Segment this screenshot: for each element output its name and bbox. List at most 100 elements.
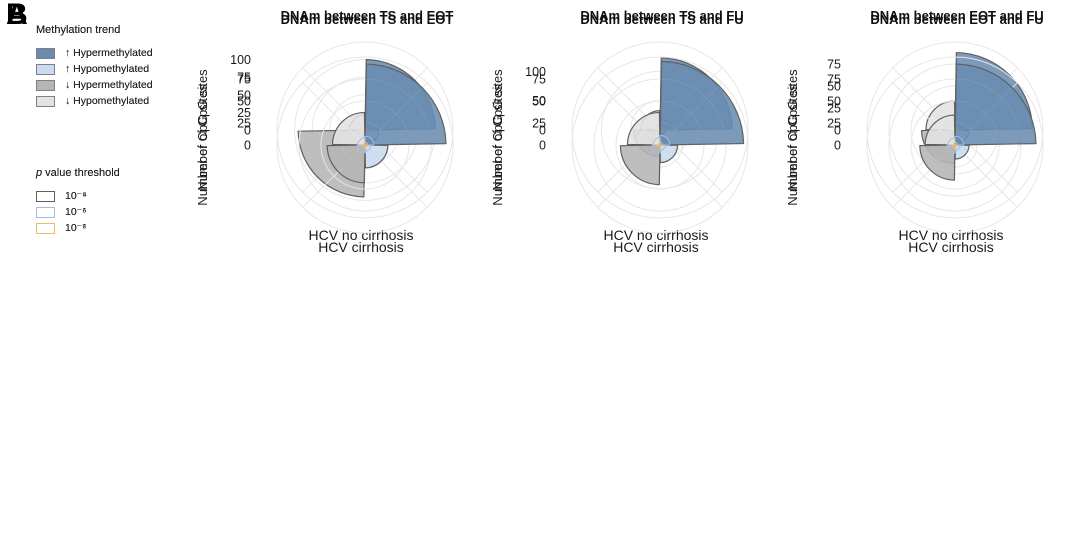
legend-item-label: 10⁻⁷: [65, 222, 87, 234]
radial-tick-label: 0: [539, 139, 546, 153]
panel-b-label: B: [6, 0, 28, 31]
chart-caption: HCV no cirrhosis: [308, 227, 413, 243]
chart-title: DNAm between EOT and FU: [870, 8, 1043, 23]
methylation-trend-header: Methylation trend: [36, 24, 121, 36]
radial-axis-label: Number of CpG sites: [785, 84, 800, 206]
hypomethylated-down-swatch: [36, 95, 55, 107]
chart-title: DNAm between TS and FU: [580, 8, 743, 23]
wedge-hypo_up-p1: [364, 144, 389, 169]
grid-ring: [276, 56, 454, 234]
grid-ring: [298, 78, 432, 212]
wedge-hypo_down-p1: [924, 114, 956, 146]
legend-item-label: ↓ Hypermethylated: [65, 79, 153, 91]
chart-title: DNAm between EOT and FU: [870, 12, 1043, 27]
legend-item-label: ↓ Hypomethylated: [65, 95, 150, 107]
methylation-trend-header: Methylation trend: [36, 24, 121, 36]
pvalue-rest: value threshold: [42, 167, 120, 179]
radial-tick-label: 25: [237, 106, 251, 120]
wedge-hyper_up-p3: [659, 141, 664, 146]
radial-tick-label: 25: [532, 117, 546, 131]
wedge-hyper_down-p3: [951, 144, 956, 149]
polar-chart-eot-fu-cirrhosis: DNAm between EOT and FU Number of CpG si…: [785, 12, 1044, 255]
radial-tick-label: 75: [827, 58, 841, 72]
polar-chart-ts-eot-cirrhosis: DNAm between TS and EOT Number of CpG si…: [195, 12, 454, 255]
wedge-hyper_down-p1: [326, 144, 366, 184]
pvalue-2-swatch: [36, 206, 55, 218]
legend-item-label: ↑ Hypomethylated: [65, 63, 150, 75]
panel-b-legend-column: B Methylation trend ↑ Hypermethylated ↑ …: [0, 0, 195, 272]
legend-item-pvalue-2: 10⁻⁶: [36, 204, 194, 220]
radial-tick-label: 50: [827, 95, 841, 109]
radial-tick-label: 100: [230, 53, 251, 67]
panel-b-legend: Methylation trend ↑ Hypermethylated ↑ Hy…: [36, 24, 194, 236]
radial-tick-label: 0: [834, 124, 841, 138]
pvalue-p: p: [36, 167, 43, 179]
grid-ring: [571, 56, 749, 234]
pvalue-3-swatch: [36, 222, 55, 234]
radial-tick-label: 75: [237, 71, 251, 85]
grid-ring: [320, 100, 410, 190]
legend-item-pvalue-1: 10⁻⁵: [36, 188, 194, 204]
radial-axis-label: Number of CpG sites: [785, 69, 800, 191]
legend-item-label: 10⁻⁶: [65, 206, 87, 218]
radial-tick-label: 75: [532, 73, 546, 87]
grid-ring: [593, 78, 727, 212]
wedge-hyper_up-p3: [364, 141, 369, 146]
radial-tick-label: 75: [827, 73, 841, 87]
radial-axis-label: Number of CpG sites: [490, 84, 505, 206]
pvalue-threshold-header: p value threshold: [36, 167, 194, 179]
radial-axis-label: Number of CpG sites: [195, 69, 210, 191]
wedge-hyper_up-p1: [659, 60, 745, 146]
wedge-hypo_up-p1: [659, 144, 679, 164]
legend-item-label: ↑ Hypomethylated: [65, 63, 150, 75]
chart-cell-b1: DNAm between TS and EOT Number of CpG si…: [195, 0, 490, 272]
wedge-hyper_down-p1: [619, 144, 661, 186]
legend-item-label: ↓ Hypermethylated: [65, 79, 153, 91]
chart-title: DNAm between TS and EOT: [281, 12, 454, 27]
grid-ring: [910, 100, 1000, 190]
wedge-hyper_up-p2: [659, 134, 671, 146]
legend-item-label: ↑ Hypermethylated: [65, 47, 153, 59]
wedge-hyper_down-p3: [656, 144, 661, 149]
panel-b: B Methylation trend ↑ Hypermethylated ↑ …: [0, 0, 1080, 272]
radial-tick-label: 75: [237, 73, 251, 87]
hypomethylated-up-swatch: [36, 63, 55, 75]
wedge-hyper_up-p3: [954, 141, 959, 146]
radial-tick-label: 25: [237, 117, 251, 131]
wedge-hyper_up-p1: [364, 63, 447, 146]
grid-ring: [866, 56, 1044, 234]
radial-axis-label: Number of CpG sites: [195, 84, 210, 206]
polar-chart-ts-fu-cirrhosis: DNAm between TS and FU Number of CpG sit…: [490, 12, 749, 255]
grid-ring: [571, 41, 749, 219]
chart-cell-b3: DNAm between EOT and FU Number of CpG si…: [785, 0, 1080, 272]
panel-a-label: A: [6, 0, 28, 31]
radial-tick-label: 25: [827, 117, 841, 131]
legend-item-hypermethylated-down: ↓ Hypermethylated: [36, 77, 194, 93]
radial-tick-label: 0: [539, 124, 546, 138]
wedge-hypo_down-p1: [626, 111, 661, 146]
pvalue-rest: value threshold: [42, 167, 120, 179]
radial-tick-label: 50: [237, 88, 251, 102]
radial-tick-label: 100: [525, 65, 546, 79]
radial-axis-label: Number of CpG sites: [490, 69, 505, 191]
radial-tick-label: 50: [532, 95, 546, 109]
grid-ring: [866, 41, 1044, 219]
legend-item-hypomethylated-down: ↓ Hypomethylated: [36, 93, 194, 109]
legend-item-hypomethylated-up: ↑ Hypomethylated: [36, 61, 194, 77]
chart-caption: HCV cirrhosis: [318, 239, 404, 255]
pvalue-1-swatch: [36, 190, 55, 202]
legend-item-pvalue-3: 10⁻⁷: [36, 220, 194, 236]
grid-ring: [888, 78, 1022, 212]
wedge-hyper_down-p1: [919, 144, 956, 181]
legend-item-label: 10⁻⁴: [65, 190, 87, 202]
radial-tick-label: 0: [244, 124, 251, 138]
wedge-hyper_up-p1: [954, 63, 1037, 146]
radial-tick-label: 50: [827, 80, 841, 94]
legend-item-label: 10⁻⁵: [65, 190, 87, 202]
grid-ring: [276, 41, 454, 219]
chart-title: DNAm between TS and FU: [580, 12, 743, 27]
